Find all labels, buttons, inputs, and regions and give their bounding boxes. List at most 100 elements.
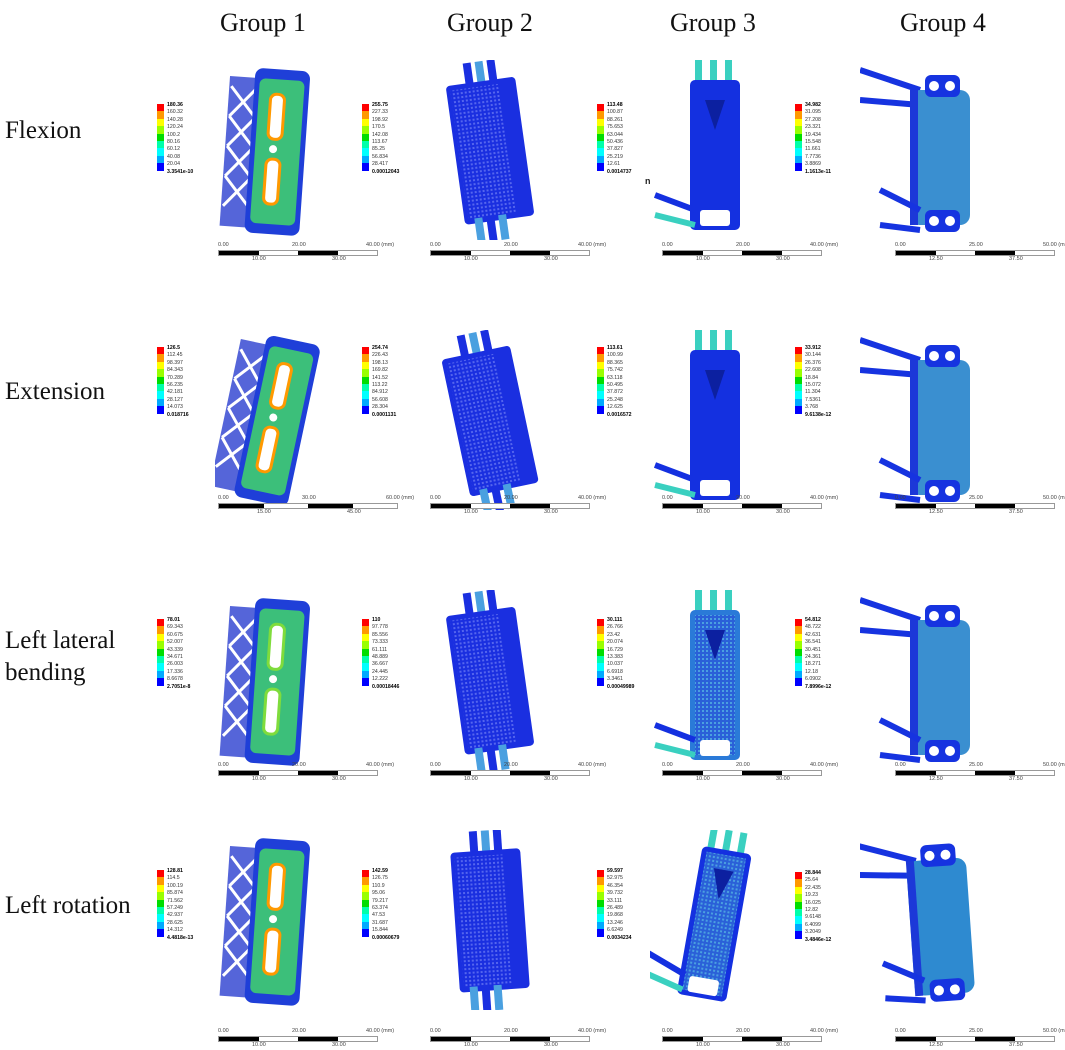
legend-swatch: [362, 126, 369, 134]
legend-value: 113.67: [372, 139, 388, 146]
scale-tick-label: 30.00: [776, 256, 790, 262]
legend-swatch: [157, 118, 164, 127]
scale-tick-label: 20.00: [504, 495, 518, 501]
legend-value: 22.435: [805, 884, 821, 891]
legend-swatch: [597, 626, 604, 634]
legend-swatch: [157, 921, 164, 930]
legend-swatch: [362, 655, 369, 664]
color-legend: 28.844 25.64 22.435 19.23 16.025 12.82 9.6148 6…: [795, 870, 831, 944]
legend-swatch: [795, 118, 802, 127]
scale-bar-segments: [430, 770, 590, 776]
legend-value: 30.144: [805, 352, 821, 359]
legend-swatch: [597, 155, 604, 164]
legend-swatch: [157, 655, 164, 664]
scale-tick-label: 0.00: [895, 1028, 906, 1034]
legend-swatch: [362, 376, 369, 384]
scale-tick-label: 10.00: [252, 1042, 266, 1048]
scale-tick-label: 30.00: [544, 776, 558, 782]
legend-value: 71.562: [167, 897, 183, 904]
legend-value: 3.2049: [805, 929, 821, 936]
legend-value: 39.732: [607, 890, 623, 897]
legend-value: 17.336: [167, 668, 183, 675]
fea-model-render: [653, 60, 740, 230]
legend-swatch: [362, 383, 369, 392]
legend-swatch: [795, 155, 802, 164]
legend-value: 128.81: [167, 868, 183, 874]
row-label-left-rotation: Left rotation: [5, 892, 131, 919]
scale-tick-label: 10.00: [464, 776, 478, 782]
legend-swatch: [157, 376, 164, 384]
legend-swatch: [597, 140, 604, 149]
fea-model-render: [860, 842, 975, 1004]
legend-swatch: [795, 391, 802, 399]
legend-swatch: [597, 111, 604, 119]
legend-color-bar: [362, 104, 369, 176]
legend-value: 6.0902: [805, 676, 821, 683]
legend-swatch: [795, 148, 802, 156]
legend-swatch: [157, 899, 164, 907]
legend-value: 42.181: [167, 389, 183, 396]
legend-value: 14.312: [167, 927, 183, 934]
scale-tick-label: 10.00: [464, 509, 478, 515]
legend-swatch: [362, 347, 369, 355]
legend-value: 100.87: [607, 109, 623, 116]
legend-value: 52.975: [607, 875, 623, 882]
scale-tick-label: 25.00: [969, 242, 983, 248]
fea-model-render: [215, 335, 320, 506]
legend-value: 100.2: [167, 131, 180, 138]
legend-value: 84.912: [372, 389, 388, 396]
scale-bar: 0.00 20.00 40.00 (mm) 10.00 30.00: [662, 495, 838, 517]
legend-swatch: [362, 398, 369, 407]
legend-swatch: [157, 406, 164, 414]
legend-swatch: [795, 908, 802, 917]
legend-swatch: [362, 140, 369, 149]
legend-value: 112.45: [167, 352, 183, 359]
fea-model-render: [653, 330, 740, 500]
legend-value: 88.261: [607, 116, 623, 123]
scale-bar-segments: [662, 770, 822, 776]
legend-value: 227.33: [372, 109, 388, 116]
legend-swatch: [597, 133, 604, 141]
legend-swatch: [157, 354, 164, 362]
scale-tick-label: 12.50: [929, 256, 943, 262]
legend-swatch: [795, 347, 802, 355]
legend-value: 27.208: [805, 116, 821, 123]
legend-value: 10.037: [607, 661, 623, 668]
legend-value: 113.48: [607, 102, 623, 108]
legend-swatch: [597, 347, 604, 355]
legend-value: 3.8869: [805, 161, 821, 168]
legend-swatch: [597, 914, 604, 922]
legend-swatch: [795, 655, 802, 664]
legend-swatch: [157, 133, 164, 141]
scale-tick-label: 37.50: [1009, 256, 1023, 262]
legend-value: 110.9: [372, 882, 385, 889]
legend-color-bar: [362, 347, 369, 419]
legend-value: 50.436: [607, 139, 623, 146]
row-label-extension: Extension: [5, 378, 105, 405]
legend-value: 15.844: [372, 927, 388, 934]
scale-bar-segments: [430, 1036, 590, 1042]
legend-color-bar: [157, 347, 164, 419]
scale-bar-segments: [218, 503, 398, 509]
legend-swatch: [362, 155, 369, 164]
legend-swatch: [597, 148, 604, 156]
legend-swatch: [795, 163, 802, 171]
scale-bar: 0.00 30.00 60.00 (mm) 15.00 45.00: [218, 495, 414, 517]
legend-value: 80.16: [167, 139, 180, 146]
legend-swatch: [597, 118, 604, 127]
scale-tick-label: 20.00: [736, 242, 750, 248]
legend-swatch: [157, 398, 164, 407]
legend-swatch: [362, 148, 369, 156]
legend-value: 13.383: [607, 654, 623, 661]
legend-swatch: [795, 931, 802, 939]
legend-swatch: [362, 406, 369, 414]
scale-tick-label: 40.00 (mm): [810, 495, 839, 501]
legend-value: 180.36: [167, 102, 183, 108]
scale-tick-label: 40.00 (mm): [366, 1028, 395, 1034]
legend-value: 169.82: [372, 367, 388, 374]
scale-bar-segments: [430, 503, 590, 509]
legend-swatch: [362, 914, 369, 922]
legend-value: 25.64: [805, 877, 818, 884]
legend-swatch: [597, 126, 604, 134]
legend-value: 42.631: [805, 631, 821, 638]
